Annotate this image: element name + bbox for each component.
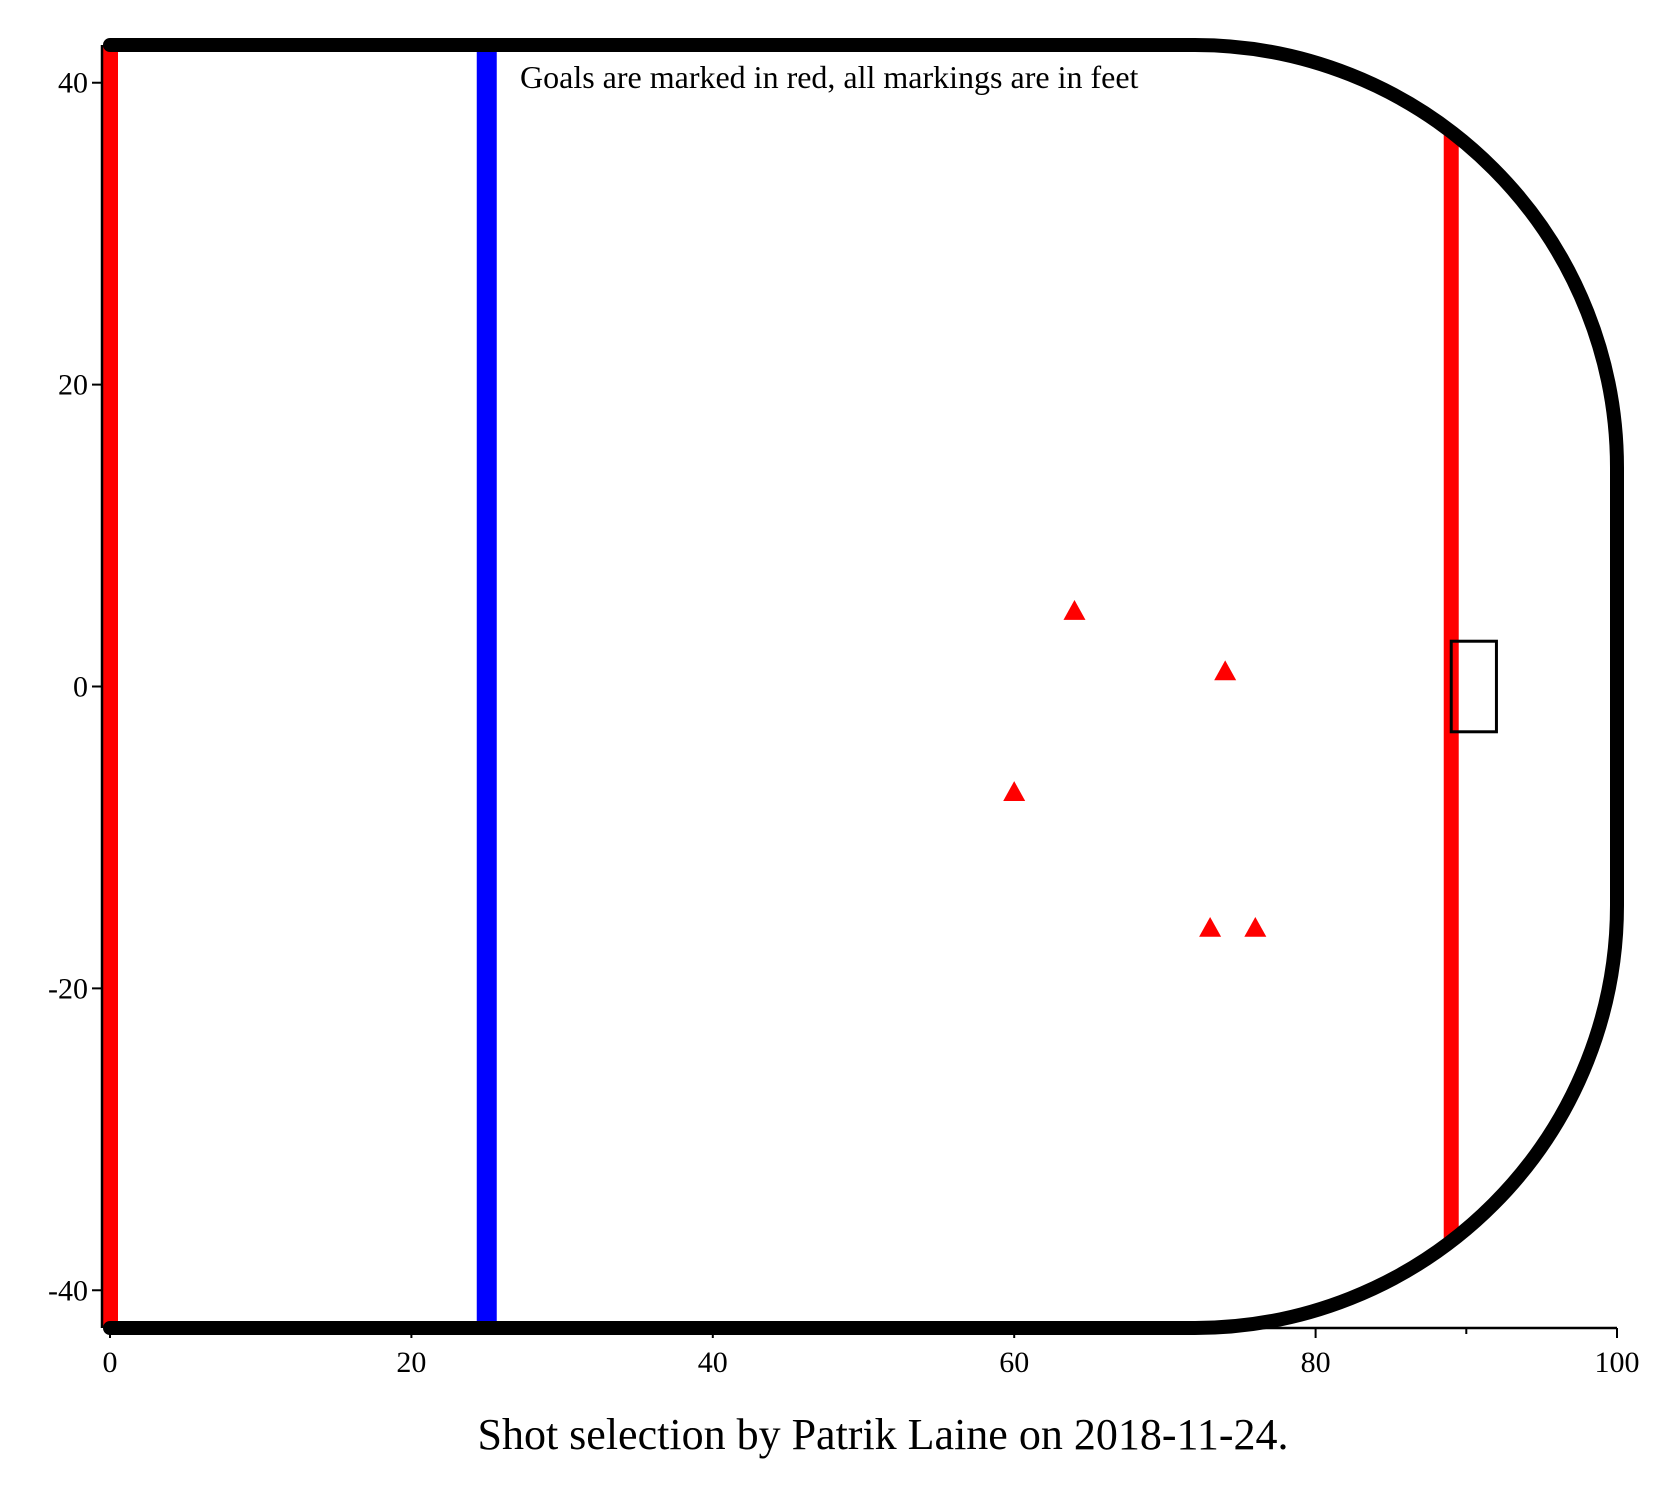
x-tick-label: 80 bbox=[1301, 1346, 1331, 1379]
chart-annotation: Goals are marked in red, all markings ar… bbox=[520, 59, 1139, 95]
chart-caption: Shot selection by Patrik Laine on 2018-1… bbox=[477, 1410, 1288, 1459]
y-tick-label: -20 bbox=[48, 972, 88, 1005]
x-tick-label: 40 bbox=[698, 1346, 728, 1379]
x-axis: 0 20 40 60 80 100 bbox=[103, 1326, 1640, 1379]
y-tick-label: -40 bbox=[48, 1274, 88, 1307]
y-axis: -40 -20 0 20 40 bbox=[48, 45, 104, 1328]
goal-net bbox=[1449, 639, 1498, 734]
y-tick-label: 0 bbox=[73, 671, 88, 704]
goal-marker bbox=[1063, 600, 1086, 620]
x-tick-label: 100 bbox=[1595, 1346, 1640, 1379]
x-tick-label: 20 bbox=[396, 1346, 426, 1379]
y-tick-label: 20 bbox=[58, 369, 88, 402]
goal-marker bbox=[1199, 917, 1222, 937]
rink-layer bbox=[102, 38, 1624, 1335]
goal-marker bbox=[1214, 660, 1237, 681]
goal-marker bbox=[1244, 917, 1267, 937]
x-tick-label: 60 bbox=[999, 1346, 1029, 1379]
shot-markers bbox=[1003, 600, 1267, 937]
y-tick-label: 40 bbox=[58, 67, 88, 100]
rink-boards bbox=[103, 38, 1624, 1335]
x-tick-label: 0 bbox=[103, 1346, 118, 1379]
goal-marker bbox=[1003, 781, 1026, 801]
